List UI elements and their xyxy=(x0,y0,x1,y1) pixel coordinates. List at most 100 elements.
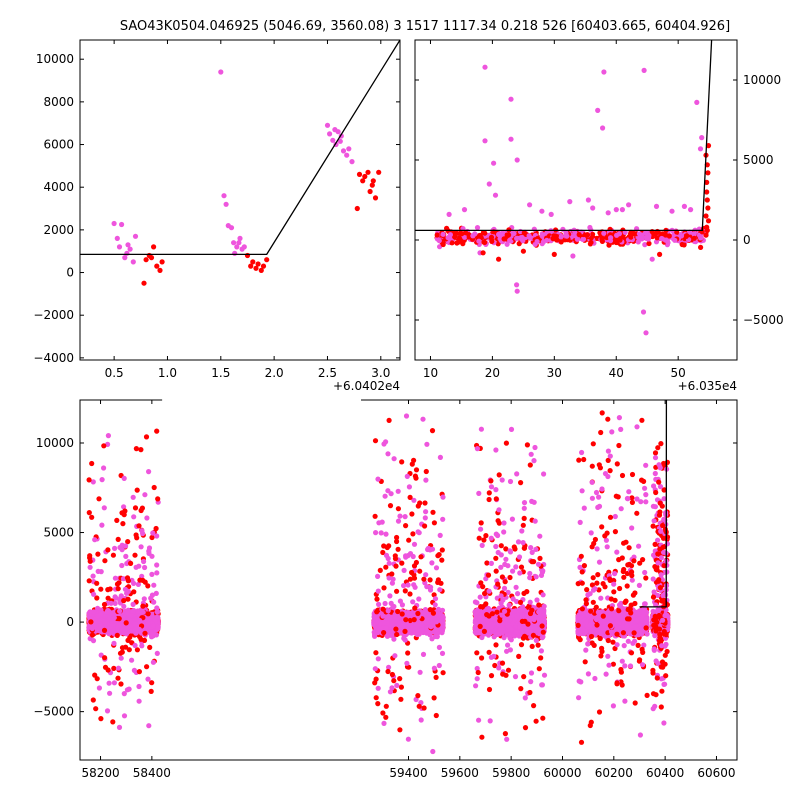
data-point xyxy=(643,234,650,240)
data-point xyxy=(139,528,145,534)
data-point xyxy=(599,238,606,244)
data-point xyxy=(376,169,382,175)
data-point xyxy=(679,241,685,248)
data-point xyxy=(639,236,645,242)
data-point xyxy=(125,596,131,602)
data-point xyxy=(153,525,159,532)
data-point xyxy=(521,230,527,236)
data-point xyxy=(482,64,488,70)
data-point xyxy=(120,521,126,527)
data-point xyxy=(367,188,373,195)
y-tick-label: 8000 xyxy=(43,95,74,109)
data-point xyxy=(551,251,557,257)
data-point xyxy=(590,205,596,211)
data-point xyxy=(436,238,442,244)
data-point xyxy=(585,197,592,203)
data-point xyxy=(489,238,495,244)
data-point xyxy=(613,207,619,213)
data-point xyxy=(349,159,355,165)
data-point xyxy=(119,562,125,569)
data-point xyxy=(139,643,145,649)
data-point xyxy=(89,460,95,467)
data-point xyxy=(130,601,136,608)
data-point xyxy=(123,553,129,560)
data-point xyxy=(699,135,705,141)
data-point xyxy=(622,229,628,235)
data-point xyxy=(98,569,104,575)
data-point xyxy=(154,608,161,615)
data-point xyxy=(151,582,157,588)
data-point xyxy=(601,69,607,75)
data-point xyxy=(106,680,112,686)
data-point xyxy=(600,125,606,131)
data-point xyxy=(447,232,453,238)
data-point xyxy=(87,564,93,570)
data-point xyxy=(697,146,704,152)
data-point xyxy=(553,233,559,239)
data-point xyxy=(95,613,101,619)
data-point xyxy=(104,609,110,615)
data-point xyxy=(151,244,157,250)
data-point xyxy=(506,232,512,238)
data-point xyxy=(154,263,160,269)
x-tick-label: 10 xyxy=(423,366,438,380)
data-point xyxy=(705,170,711,176)
x-offset-label: +6.035e4 xyxy=(678,379,737,393)
data-point xyxy=(606,242,612,248)
data-point xyxy=(145,611,151,617)
data-point xyxy=(149,534,155,541)
data-point xyxy=(691,235,697,241)
data-point xyxy=(102,619,108,625)
data-point xyxy=(149,592,155,598)
data-point xyxy=(619,207,626,213)
x-tick-label: 1.0 xyxy=(158,366,177,380)
data-point xyxy=(115,536,121,543)
data-point xyxy=(244,252,251,259)
data-point xyxy=(131,514,137,520)
data-point xyxy=(147,644,153,651)
data-point xyxy=(253,265,259,271)
data-point xyxy=(86,477,92,483)
data-point xyxy=(102,655,108,661)
data-point xyxy=(595,107,601,113)
data-point xyxy=(681,203,688,209)
data-point xyxy=(558,239,564,245)
x-offset-label: +6.0402e4 xyxy=(333,379,400,393)
data-point xyxy=(145,583,151,589)
data-point xyxy=(584,232,591,238)
data-point xyxy=(688,207,694,213)
data-point xyxy=(90,573,96,579)
data-point xyxy=(136,698,142,704)
data-point xyxy=(703,232,709,238)
data-point xyxy=(330,137,336,143)
data-point xyxy=(111,220,117,227)
data-point xyxy=(657,251,663,257)
data-point xyxy=(608,235,614,241)
data-point xyxy=(105,595,111,601)
data-point xyxy=(514,157,520,163)
data-point xyxy=(704,179,710,185)
data-point xyxy=(89,632,96,638)
data-point xyxy=(567,199,573,205)
data-point xyxy=(138,544,144,550)
data-point xyxy=(511,230,517,237)
data-point xyxy=(527,202,533,208)
data-point xyxy=(107,690,113,696)
data-point xyxy=(136,683,142,690)
data-point xyxy=(646,240,652,247)
data-point xyxy=(516,241,522,247)
data-point xyxy=(124,590,130,596)
data-point xyxy=(130,608,136,614)
data-point xyxy=(89,625,95,632)
data-point xyxy=(146,723,152,729)
data-point xyxy=(150,631,156,637)
data-point xyxy=(626,202,632,208)
chart-title: SAO43K0504.046925 (5046.69, 3560.08) 3 1… xyxy=(120,19,730,34)
data-point xyxy=(133,564,139,570)
data-point xyxy=(605,210,611,216)
data-point xyxy=(491,160,497,166)
x-tick-label: 30 xyxy=(547,366,562,380)
data-point xyxy=(121,691,127,697)
